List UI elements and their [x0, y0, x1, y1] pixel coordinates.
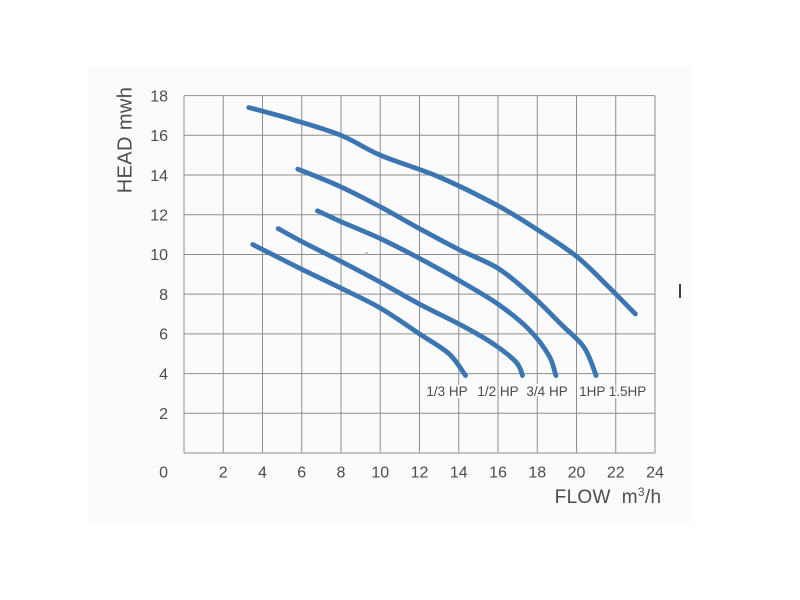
- y-tick-label: 18: [150, 88, 168, 105]
- curve-1-2-HP: [275, 226, 525, 378]
- y-tick-label: 10: [150, 247, 168, 264]
- y-tick-label: 16: [150, 128, 168, 145]
- x-tick-label: 8: [337, 465, 346, 482]
- y-tick-label: 14: [150, 168, 168, 185]
- curve-1-3-HP: [250, 242, 468, 378]
- curve-label-3-4-HP: 3/4 HP: [526, 384, 567, 399]
- x-tick-label: 4: [258, 465, 267, 482]
- curve-label-1HP: 1HP: [579, 384, 605, 399]
- y-tick-label: 12: [150, 208, 168, 225]
- x-axis-title: FLOW m3/h: [555, 485, 662, 509]
- x-tick-label: 24: [646, 465, 664, 482]
- curve-label-1-5HP: 1.5HP: [609, 384, 647, 399]
- curve-1HP: [295, 166, 599, 378]
- x-tick-label: 10: [371, 465, 389, 482]
- y-tick-label: 8: [159, 287, 168, 304]
- x-axis-title-name: FLOW: [554, 487, 611, 509]
- x-tick-label: 12: [411, 465, 429, 482]
- origin-tick-label: 0: [159, 465, 168, 482]
- curve-label-1-2-HP: 1/2 HP: [477, 384, 518, 399]
- y-tick-label: 4: [159, 366, 168, 383]
- curve-label-1-3-HP: 1/3 HP: [426, 384, 467, 399]
- scan-background: [88, 66, 692, 524]
- y-tick-label: 2: [159, 406, 168, 423]
- x-axis-unit-exponent: 3: [637, 484, 645, 499]
- x-axis-unit-base: m: [621, 487, 638, 509]
- x-tick-label: 6: [297, 465, 306, 482]
- x-axis-unit-denominator: /h: [644, 487, 662, 509]
- stray-dot: [365, 252, 368, 255]
- x-tick-label: 22: [607, 465, 625, 482]
- x-tick-label: 20: [568, 465, 586, 482]
- curve-3-4-HP: [315, 208, 559, 378]
- x-tick-label: 2: [219, 465, 228, 482]
- y-tick-label: 6: [159, 327, 168, 344]
- x-tick-label: 14: [450, 465, 468, 482]
- curve-1-5HP: [246, 105, 638, 317]
- x-tick-label: 18: [528, 465, 546, 482]
- stray-mark: [679, 284, 681, 298]
- y-axis-title: HEAD mwh: [114, 86, 137, 194]
- x-tick-label: 16: [489, 465, 507, 482]
